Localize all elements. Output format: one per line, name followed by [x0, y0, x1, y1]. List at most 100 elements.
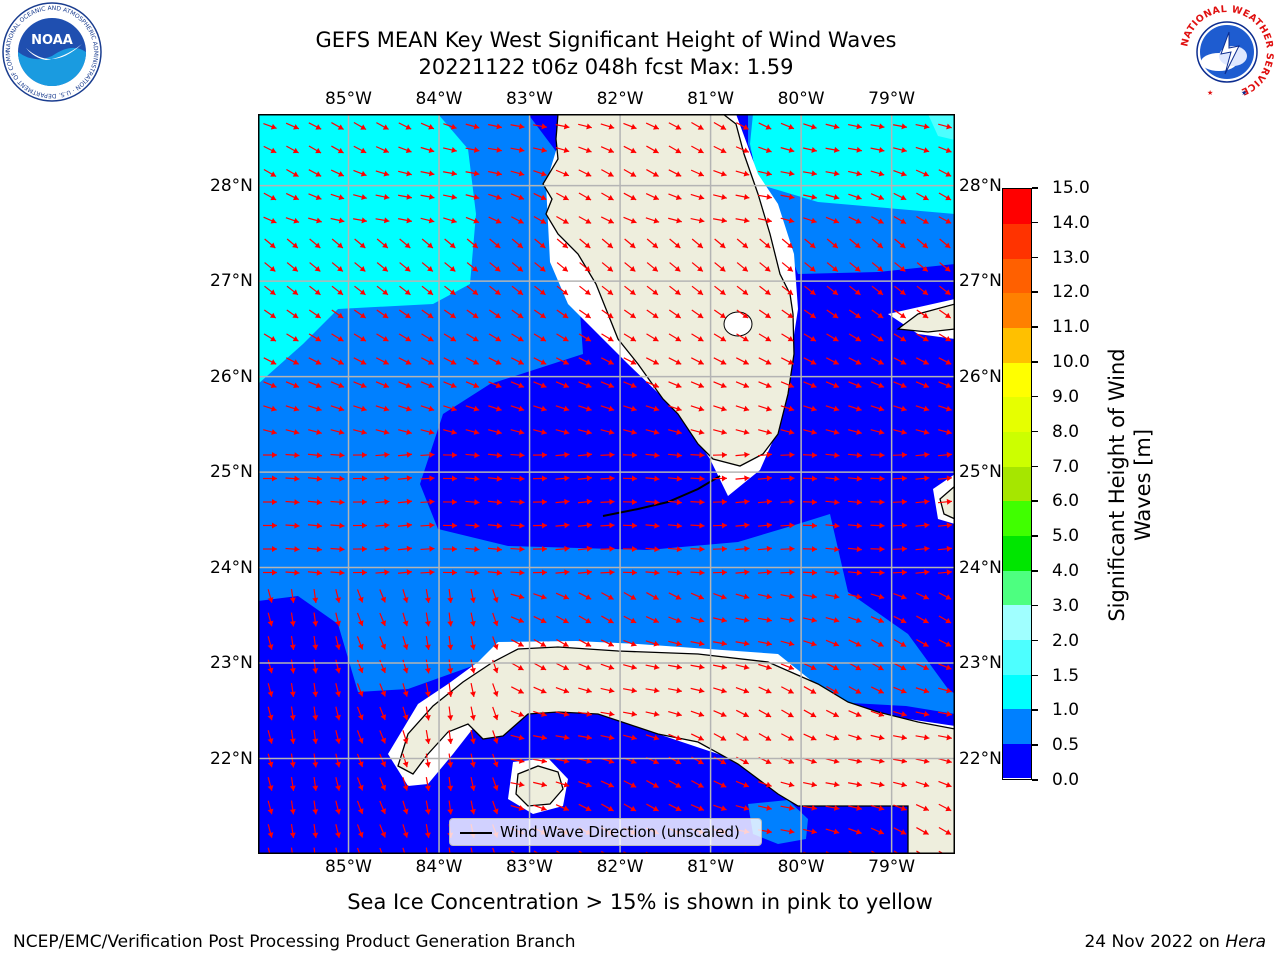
wind-arrow-head	[562, 265, 568, 272]
wind-arrow-head	[337, 242, 343, 248]
wind-arrow-head	[427, 289, 434, 295]
wind-arrow-head	[584, 312, 591, 319]
colorbar-tick-label-14: 12.0	[1052, 282, 1090, 303]
wind-arrow-head	[585, 382, 592, 389]
wind-arrow-head	[564, 545, 570, 552]
wind-arrow-head	[833, 170, 840, 177]
wind-arrow-head	[720, 335, 726, 342]
wind-arrow-head	[335, 832, 341, 838]
wind-arrow-head	[788, 193, 795, 200]
wind-arrow-head	[492, 784, 499, 791]
wind-arrow-head	[316, 452, 322, 459]
colorbar-tick-8	[1032, 500, 1038, 502]
wind-arrow-head	[609, 451, 615, 458]
wind-arrow-head	[357, 714, 364, 721]
wind-arrow-head	[496, 146, 502, 153]
wind-arrow-head	[541, 498, 547, 505]
wind-arrow-head	[675, 194, 682, 201]
wind-arrow-head	[272, 569, 277, 576]
wind-arrow-head	[766, 193, 772, 200]
wind-arrow-head	[697, 735, 704, 741]
wind-arrow-head	[654, 546, 660, 553]
wind-arrow	[402, 847, 406, 854]
wind-arrow-head	[652, 335, 659, 342]
colorbar-tick-label-5: 3.0	[1052, 595, 1080, 616]
wind-arrow-head	[289, 762, 296, 768]
wind-arrow-head	[922, 194, 929, 201]
wind-arrow-head	[811, 781, 817, 788]
wind-arrow-head	[429, 498, 435, 505]
wind-arrow-head	[517, 312, 524, 319]
wind-arrow-head	[654, 452, 660, 459]
wind-arrow-head	[360, 405, 367, 412]
wind-arrow-head	[447, 762, 454, 768]
colorbar-tick-1	[1032, 744, 1038, 746]
wind-arrow-head	[380, 690, 387, 697]
wind-arrow-head	[922, 265, 928, 272]
wind-arrow-head	[945, 405, 952, 412]
wind-arrow-head	[337, 265, 343, 272]
wind-arrow-head	[270, 359, 277, 365]
wind-arrow-head	[518, 429, 525, 435]
wind-arrow-head	[765, 147, 772, 153]
colorbar-bin-10	[1003, 396, 1031, 433]
wind-arrow-head	[292, 289, 299, 295]
colorbar-tick-12	[1032, 361, 1038, 363]
wind-arrow-head	[312, 832, 319, 838]
wind-arrow-head	[631, 664, 637, 670]
wind-arrow-head	[294, 569, 300, 576]
wind-arrow-head	[878, 405, 885, 412]
wind-arrow-head	[382, 359, 389, 365]
wind-arrow-head	[631, 429, 637, 435]
wind-arrow-head	[901, 498, 907, 505]
wind-arrow	[335, 847, 338, 854]
wind-arrow-head	[382, 335, 389, 342]
wind-arrow-head	[856, 593, 862, 600]
wind-arrow-head	[944, 289, 951, 295]
wind-arrow-head	[720, 593, 727, 600]
wind-arrow-head	[267, 808, 274, 815]
wind-arrow-head	[384, 569, 390, 576]
wind-arrow-head	[630, 640, 637, 647]
wind-arrow-head	[360, 335, 366, 342]
wind-arrow-head	[654, 522, 660, 529]
wind-arrow-head	[855, 617, 862, 623]
wind-arrow-head	[900, 593, 907, 600]
wind-arrow-head	[472, 242, 478, 248]
wind-arrow-head	[586, 123, 592, 130]
lat-tick-right-3: 25°N	[959, 462, 1002, 483]
wind-arrow-head	[766, 593, 772, 600]
wind-arrow-head	[789, 569, 795, 576]
wind-arrow-head	[744, 498, 750, 505]
wind-arrow-head	[809, 289, 816, 295]
wind-arrow-head	[675, 617, 682, 624]
wind-arrow-head	[765, 405, 772, 412]
wind-arrow-head	[833, 617, 840, 623]
wind-arrow-head	[469, 761, 476, 768]
colorbar-tick-4	[1032, 639, 1038, 642]
wind-arrow-head	[788, 217, 795, 224]
wind-arrow-head	[474, 569, 480, 576]
colorbar-tick-label-7: 5.0	[1052, 526, 1080, 547]
wind-arrow-head	[270, 405, 277, 412]
wind-arrow-head	[743, 193, 750, 200]
wind-arrow-head	[719, 312, 726, 319]
wind-arrow-head	[608, 429, 615, 435]
wind-arrow-head	[518, 170, 525, 177]
wind-arrow	[448, 847, 451, 854]
wind-arrow-head	[496, 546, 502, 553]
wind-arrow-head	[492, 808, 499, 815]
wind-arrow-head	[289, 668, 296, 674]
wind-arrow-head	[518, 781, 525, 788]
wind-arrow-head	[450, 382, 457, 389]
wind-arrow-head	[721, 194, 727, 200]
wind-arrow-head	[540, 218, 547, 224]
wind-arrow-head	[946, 522, 952, 529]
wind-arrow-head	[382, 124, 389, 130]
wind-arrow-head	[406, 522, 412, 529]
wind-arrow-head	[676, 522, 682, 529]
wind-arrow-head	[473, 382, 479, 389]
wind-arrow-head	[946, 710, 952, 717]
wind-arrow-head	[564, 451, 570, 458]
wind-arrow-head	[562, 312, 569, 319]
